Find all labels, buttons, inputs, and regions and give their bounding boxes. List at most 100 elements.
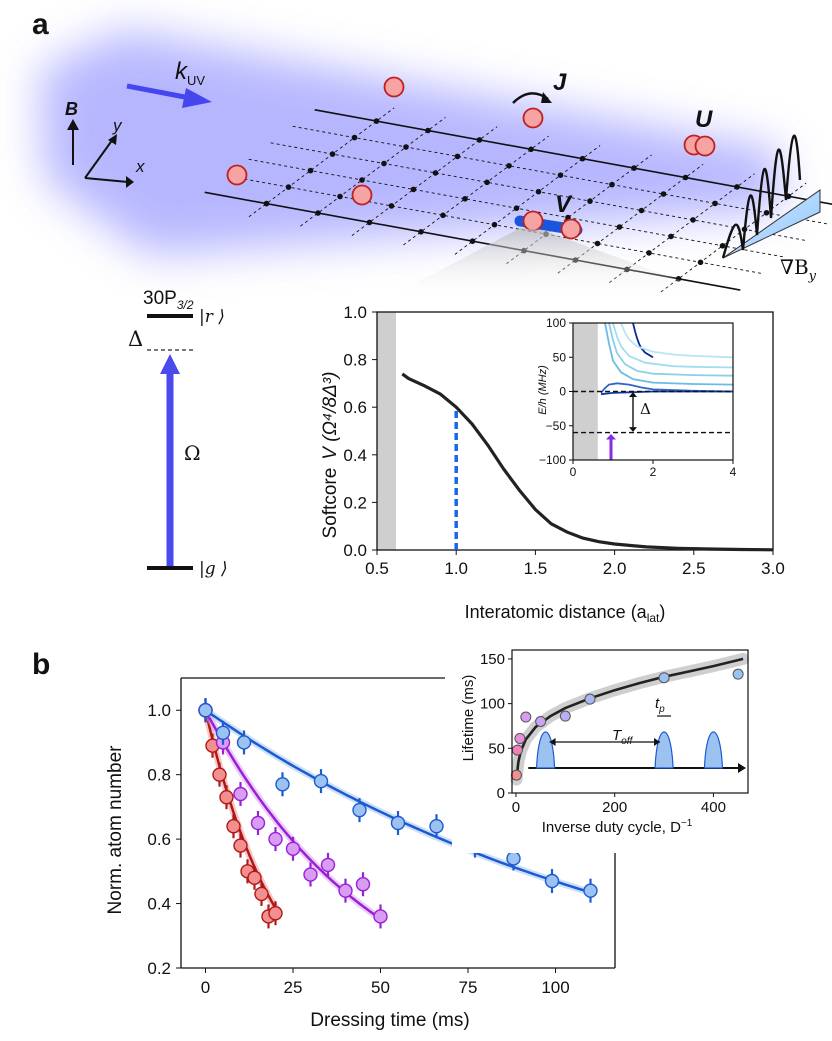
x-tick-label: 1.0 xyxy=(444,559,468,578)
lattice-site xyxy=(388,203,395,209)
rydberg-ket: |r ⟩ xyxy=(199,307,225,327)
detuning-label: Δ xyxy=(128,327,143,351)
lattice-site xyxy=(712,200,718,207)
purple-data-point xyxy=(233,786,248,802)
lattice-site xyxy=(491,221,498,228)
inset-x-tick-label: 0 xyxy=(570,465,577,479)
lattice-site xyxy=(668,233,674,240)
atom xyxy=(351,184,373,206)
lattice-site xyxy=(631,165,637,171)
lattice-site xyxy=(381,160,387,167)
lattice-site xyxy=(682,174,689,181)
pulse-time-arrowhead xyxy=(738,763,746,773)
lattice-site xyxy=(609,181,615,188)
blue-data-point xyxy=(236,735,252,750)
y-tick-label: 0.8 xyxy=(343,351,367,370)
excluded-region xyxy=(377,312,397,550)
lifetime-ylabel: Lifetime (ms) xyxy=(460,675,477,762)
lattice-column xyxy=(454,145,601,255)
lifetime-y-tick-label: 100 xyxy=(480,696,505,713)
atom xyxy=(226,164,248,186)
purple-data-point xyxy=(320,857,336,873)
gradient-label: ∇By xyxy=(780,255,817,284)
pair-state-curve xyxy=(612,323,733,369)
y-axis-label: y xyxy=(112,116,123,135)
lifetime-x-tick-label: 0 xyxy=(512,799,520,816)
x-tick-label: 75 xyxy=(459,978,478,997)
pulse xyxy=(703,731,724,769)
pair-state-curve xyxy=(632,323,654,359)
decay-xlabel: Dressing time (ms) xyxy=(310,1010,469,1031)
x-tick-label: 0.5 xyxy=(365,559,389,578)
lifetime-data-point xyxy=(510,769,522,781)
y-tick-label: 0.4 xyxy=(147,895,171,914)
pulse xyxy=(654,731,674,769)
lattice-site xyxy=(763,210,770,216)
inset-y-tick-label: 50 xyxy=(553,350,567,364)
y-tick-label: 0.6 xyxy=(147,830,171,849)
gradient-field xyxy=(721,134,821,259)
purple-data-point xyxy=(250,815,266,831)
pulse-toff-label: Toff xyxy=(612,727,634,747)
y-tick-label: 0.6 xyxy=(343,398,367,417)
blue-data-point xyxy=(390,815,406,831)
pair-state-curve xyxy=(600,390,733,396)
lattice-site xyxy=(594,240,601,247)
panel-label-a: a xyxy=(32,8,49,41)
atom xyxy=(560,218,582,240)
x-tick-label: 1.5 xyxy=(524,559,548,578)
lattice-site xyxy=(690,217,696,223)
purple-data-point xyxy=(303,867,318,882)
lattice-site xyxy=(513,205,520,211)
red-data-point xyxy=(219,790,234,805)
lattice-site xyxy=(329,151,336,157)
lattice-site xyxy=(359,177,365,183)
red-data-point xyxy=(247,870,262,885)
red-data-point xyxy=(233,838,248,853)
lattice-site xyxy=(366,219,373,226)
rabi-label: Ω xyxy=(184,441,201,465)
lattice-site xyxy=(469,238,476,244)
pair-state-curve xyxy=(604,323,733,386)
inset-y-tick-label: 100 xyxy=(546,316,566,330)
lattice-column xyxy=(660,182,807,293)
pair-state-curve xyxy=(608,323,733,377)
lattice-site xyxy=(351,134,358,141)
blue-data-point xyxy=(352,802,367,818)
lattice-site xyxy=(337,193,343,200)
lattice-column xyxy=(403,135,549,246)
toff-arrowhead-left xyxy=(549,738,556,746)
softcore-curve xyxy=(401,372,774,552)
lifetime-xlabel: Inverse duty cycle, D−1 xyxy=(542,818,693,836)
y-tick-label: 0.4 xyxy=(343,446,367,465)
detuning-arrowhead-down xyxy=(629,427,637,432)
wavevector-label: kUV xyxy=(175,58,205,88)
lifetime-frame xyxy=(511,649,749,794)
lattice-site xyxy=(506,163,512,169)
pair-potential-inset: Δ 0 2 4 100 50 0 −50 −100 xyxy=(539,313,743,490)
atom xyxy=(522,107,544,129)
atom xyxy=(694,135,716,157)
panel-label-b: b xyxy=(32,648,50,681)
inset-x-tick-label: 2 xyxy=(650,465,657,479)
lifetime-data-point xyxy=(559,710,571,722)
lattice-schematic: B x y kUV J U V ∇By xyxy=(40,30,832,293)
pair-state-curve xyxy=(620,323,733,359)
y-tick-label: 0.2 xyxy=(343,493,367,512)
coordinate-axes xyxy=(67,119,134,188)
lattice-site xyxy=(476,137,483,143)
softcore-xlabel: Interatomic distance (alat) xyxy=(465,602,666,625)
x-tick-label: 2.0 xyxy=(603,559,627,578)
lattice-site xyxy=(454,153,461,160)
lattice-column xyxy=(300,116,446,227)
pulse-tp-label: tp xyxy=(655,695,665,715)
lattice-site xyxy=(557,172,564,178)
blue-data-point xyxy=(198,703,213,718)
y-tick-label: 1.0 xyxy=(147,701,171,720)
lattice-site xyxy=(285,184,292,190)
excitation-arrowhead xyxy=(606,433,616,440)
red-fit-curve xyxy=(204,709,277,909)
lattice-site xyxy=(719,243,726,249)
lattice-site xyxy=(410,186,417,193)
lattice-site xyxy=(587,198,593,204)
